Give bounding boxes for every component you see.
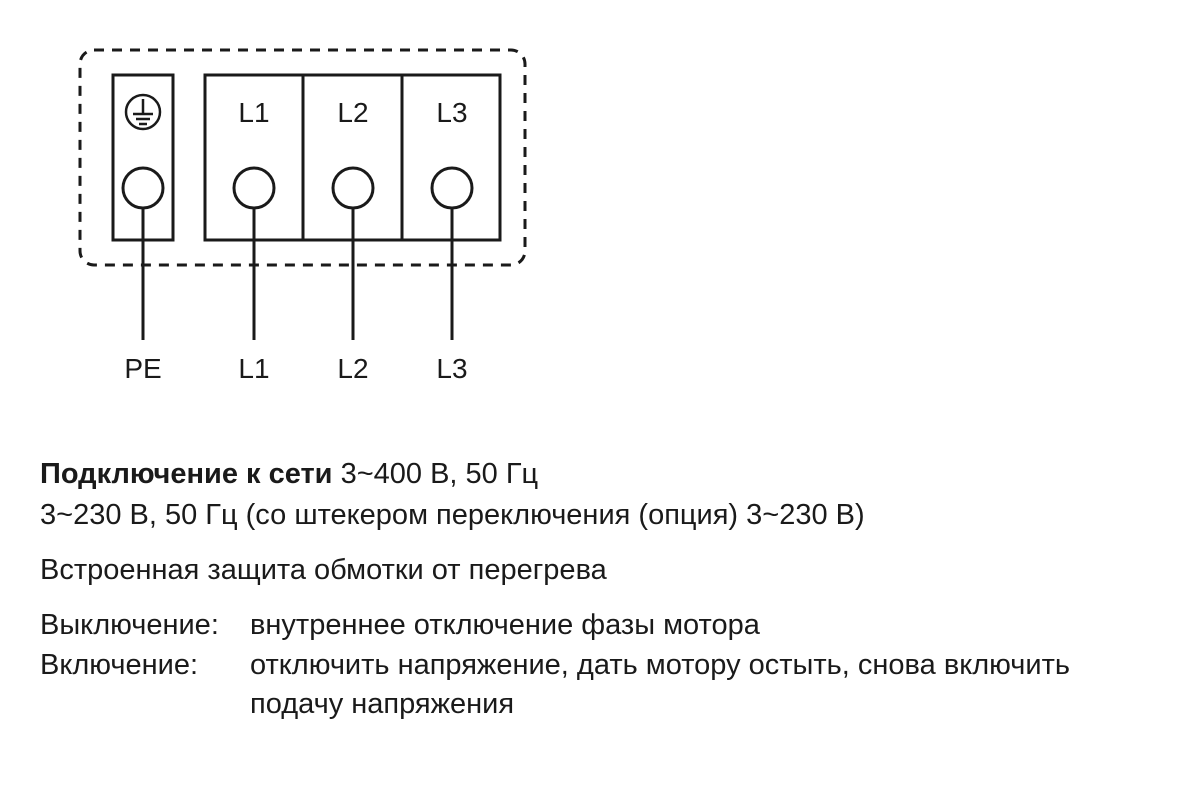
switch-off-label: Выключение: [40, 606, 250, 645]
svg-text:L1: L1 [238, 97, 269, 128]
switch-off-row: Выключение: внутреннее отключение фазы м… [40, 606, 1137, 645]
switch-off-value: внутреннее отключение фазы мотора [250, 606, 1137, 645]
svg-text:L2: L2 [337, 97, 368, 128]
terminal-diagram-svg: PE L1 L1 L2 L2 L3 L3 [40, 30, 580, 400]
switch-on-value: отключить напряжение, дать мотору остыть… [250, 646, 1137, 724]
protection-line: Встроенная защита обмотки от перегрева [40, 551, 1137, 590]
switch-on-row: Включение: отключить напряжение, дать мо… [40, 646, 1137, 724]
alt-voltage-line: 3~230 В, 50 Гц (со штекером переключения… [40, 496, 1137, 535]
svg-text:L2: L2 [337, 353, 368, 384]
description-text: Подключение к сети 3~400 В, 50 Гц 3~230 … [40, 455, 1137, 724]
wiring-diagram: PE L1 L1 L2 L2 L3 L3 [40, 30, 1137, 405]
mains-connection-value: 3~400 В, 50 Гц [333, 458, 539, 490]
svg-text:L1: L1 [238, 353, 269, 384]
mains-connection-label: Подключение к сети [40, 458, 333, 490]
svg-text:L3: L3 [436, 353, 467, 384]
svg-text:L3: L3 [436, 97, 467, 128]
mains-connection-line: Подключение к сети 3~400 В, 50 Гц [40, 455, 1137, 494]
switch-on-label: Включение: [40, 646, 250, 724]
svg-text:PE: PE [124, 353, 161, 384]
